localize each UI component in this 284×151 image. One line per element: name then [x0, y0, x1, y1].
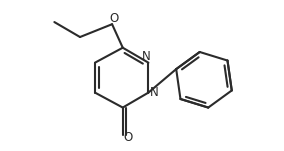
Text: O: O: [124, 131, 133, 144]
Text: O: O: [110, 12, 119, 25]
Text: N: N: [141, 50, 150, 63]
Text: N: N: [150, 86, 159, 99]
